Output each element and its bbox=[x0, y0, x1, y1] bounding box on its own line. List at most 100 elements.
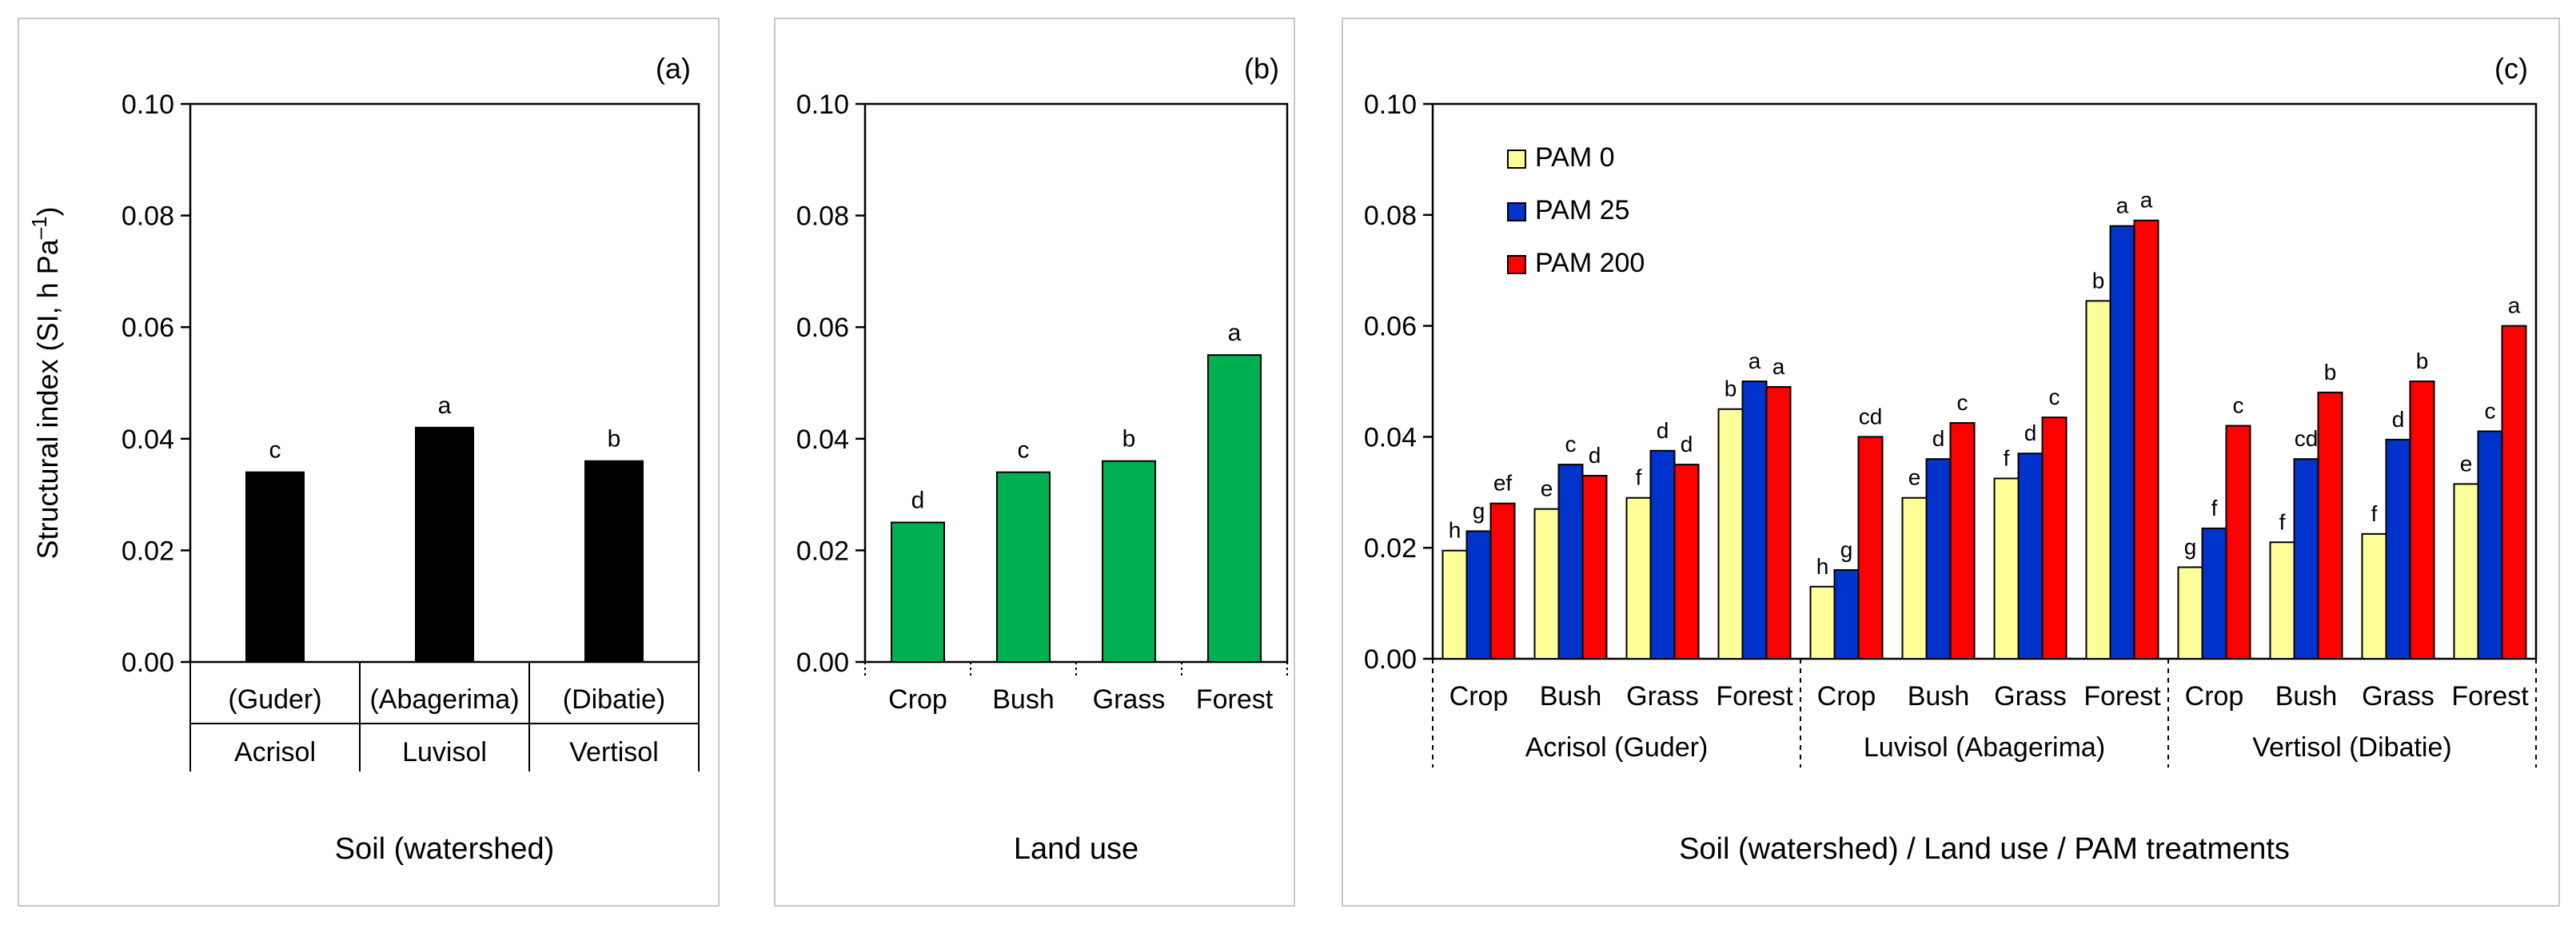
panel-c-group-label: Acrisol (Guder) bbox=[1525, 732, 1709, 763]
panel-c-bar-letter: c bbox=[2233, 393, 2244, 418]
panel-c-bar bbox=[1581, 474, 1608, 660]
panel-c-bar bbox=[1765, 385, 1792, 660]
panel-c-category-label: Grass bbox=[2362, 681, 2434, 712]
panel-c-category-label: Bush bbox=[1540, 681, 1602, 712]
panel-a-ytick-label: 0.00 bbox=[122, 648, 174, 678]
panel-c-category-label: Forest bbox=[2451, 681, 2529, 712]
panel-c-bar-letter: f bbox=[2004, 445, 2010, 470]
panel-c-bar bbox=[1557, 464, 1584, 660]
panel-c-bar bbox=[2385, 438, 2411, 660]
panel-c-bar bbox=[2477, 430, 2503, 660]
panel-c-bar-letter: b bbox=[1725, 377, 1737, 401]
panel-c-category-label: Crop bbox=[2185, 681, 2244, 712]
panel-c-bar-letter: ef bbox=[1493, 471, 1513, 496]
panel-c-bar bbox=[2041, 417, 2068, 660]
panel-b-panel-label: (b) bbox=[1244, 52, 1279, 85]
panel-c-bar-letter: cd bbox=[1859, 404, 1883, 429]
panel-c-category-label: Forest bbox=[2084, 681, 2161, 712]
panel-c-bar-letter: f bbox=[2211, 496, 2218, 520]
panel-b-category-label: Bush bbox=[992, 684, 1055, 715]
panel-c-category-label: Crop bbox=[1817, 681, 1876, 712]
panel-c-bar-letter: g bbox=[1840, 537, 1853, 562]
panel-b-category-label: Forest bbox=[1196, 684, 1274, 715]
panel-c-bar bbox=[2109, 225, 2135, 660]
panel-c-bar-letter: a bbox=[1749, 349, 1761, 373]
panel-a-xlabel: Soil (watershed) bbox=[335, 832, 555, 866]
panel-c-bar-letter: c bbox=[2485, 398, 2496, 423]
panel-c-bar-letter: c bbox=[1565, 432, 1577, 457]
panel-b-bar bbox=[891, 521, 945, 663]
panel-c-category-label: Bush bbox=[2275, 681, 2338, 712]
panel-c-bar bbox=[2017, 453, 2044, 660]
panel-b-ytick-label: 0.04 bbox=[796, 425, 849, 455]
panel-a-bar-letter: b bbox=[608, 426, 621, 453]
panel-c-category-label: Forest bbox=[1716, 681, 1793, 712]
panel-c-ytick-label: 0.10 bbox=[1364, 90, 1417, 120]
panel-c-bar-letter: d bbox=[1657, 418, 1669, 443]
panel-c-ytick-label: 0.02 bbox=[1364, 533, 1417, 564]
panel-a-ytick-label: 0.10 bbox=[122, 90, 174, 120]
panel-c-xlabel: Soil (watershed) / Land use / PAM treatm… bbox=[1679, 832, 2290, 866]
panel-a-ylabel: Structural index (SI, h Pa–1) bbox=[27, 206, 64, 559]
panel-c-ytick-label: 0.06 bbox=[1364, 312, 1417, 342]
panel-c-legend-label: PAM 25 bbox=[1535, 195, 1629, 225]
panel-c-bar-letter: b bbox=[2092, 268, 2105, 293]
panel-c-ytick-label: 0.00 bbox=[1364, 644, 1417, 675]
panel-a-group-label: Acrisol bbox=[234, 737, 316, 768]
panel-c-bar-letter: f bbox=[1636, 465, 1642, 490]
panel-c-bar bbox=[2177, 566, 2203, 660]
panel-b-category-label: Crop bbox=[888, 684, 947, 715]
panel-c-bar bbox=[1857, 436, 1884, 660]
panel-c-bar bbox=[1809, 585, 1836, 660]
panel-b-bar-letter: a bbox=[1228, 320, 1242, 346]
panel-c-bar-letter: g bbox=[1473, 498, 1485, 523]
panel-c-legend-label: PAM 0 bbox=[1535, 142, 1615, 173]
panel-a-bar bbox=[584, 460, 644, 663]
panel-c-ytick-label: 0.04 bbox=[1364, 422, 1417, 453]
panel-c-bar bbox=[2501, 325, 2527, 660]
panel-c-bar bbox=[1901, 496, 1928, 660]
panel-c-bar-letter: cd bbox=[2295, 426, 2319, 451]
panel-c-bar-letter: c bbox=[2049, 385, 2060, 409]
panel-a-ytick-label: 0.08 bbox=[122, 201, 174, 232]
panel-c-bar bbox=[1465, 530, 1492, 660]
panel-b-bar-letter: c bbox=[1018, 437, 1030, 464]
panel-b-bar-letter: b bbox=[1123, 426, 1136, 453]
panel-c-category-label: Crop bbox=[1449, 681, 1509, 712]
panel-c-bar bbox=[1717, 408, 1744, 660]
panel-c-bar bbox=[1533, 508, 1560, 660]
panel-a-ytick-label: 0.06 bbox=[122, 313, 174, 343]
panel-c-bar bbox=[2293, 458, 2319, 660]
panel-c-bar-letter: d bbox=[2024, 421, 2037, 445]
panel-c-group-label: Luvisol (Abagerima) bbox=[1864, 732, 2105, 763]
panel-b-ytick-label: 0.08 bbox=[796, 201, 849, 232]
panel-c-panel-label: (c) bbox=[2494, 52, 2528, 85]
panel-a-bar-letter: c bbox=[269, 437, 281, 464]
panel-c-category-label: Bush bbox=[1908, 681, 1970, 712]
panel-a-category-label: (Dibatie) bbox=[563, 684, 665, 715]
panel-b-ytick-label: 0.00 bbox=[796, 648, 849, 678]
panel-c-bar-letter: a bbox=[2140, 188, 2153, 213]
panel-c-bar-letter: b bbox=[2416, 349, 2429, 373]
panel-c-bar-letter: b bbox=[2324, 360, 2337, 385]
panel-c-bar-letter: d bbox=[2392, 407, 2405, 432]
panel-c-bar bbox=[1649, 449, 1676, 660]
panel-a-bar-letter: a bbox=[438, 393, 452, 419]
panel-c-bar bbox=[1489, 502, 1516, 660]
panel-c-bar bbox=[1949, 422, 1976, 660]
panel-c-bar bbox=[2201, 527, 2227, 660]
panel-c-bar-letter: a bbox=[2116, 193, 2129, 218]
panel-a-panel-label: (a) bbox=[656, 52, 691, 85]
panel-c-bar-letter: f bbox=[2279, 509, 2286, 534]
panel-c-bar bbox=[2317, 391, 2343, 660]
panel-a-category-label: (Abagerima) bbox=[369, 684, 519, 715]
panel-c-bar bbox=[2453, 483, 2479, 660]
panel-c-bar-letter: d bbox=[1681, 432, 1693, 457]
panel-b-category-label: Grass bbox=[1093, 684, 1166, 715]
panel-c-bar bbox=[2361, 532, 2387, 660]
panel-c-bar-letter: e bbox=[1908, 465, 1921, 490]
panel-c-group-label: Vertisol (Dibatie) bbox=[2252, 732, 2451, 763]
panel-c-bar bbox=[2225, 425, 2251, 660]
panel-c-bar bbox=[2085, 300, 2111, 660]
